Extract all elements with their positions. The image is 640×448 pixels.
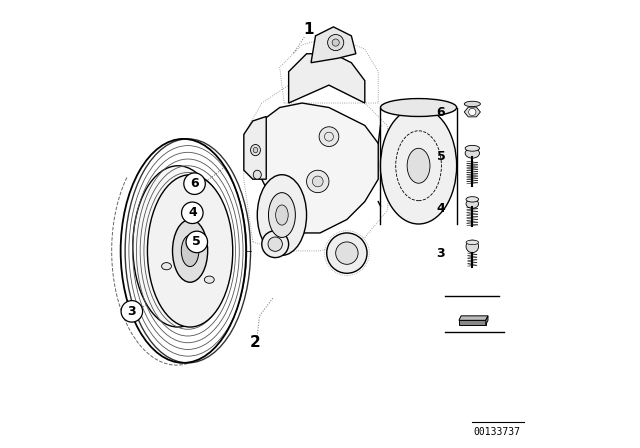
Circle shape [319, 127, 339, 146]
Ellipse shape [464, 101, 481, 107]
Text: 3: 3 [436, 246, 445, 260]
Ellipse shape [380, 108, 456, 224]
Polygon shape [464, 107, 481, 117]
Circle shape [262, 231, 289, 258]
Ellipse shape [407, 148, 430, 183]
Ellipse shape [465, 145, 479, 151]
Polygon shape [459, 316, 488, 320]
Circle shape [468, 108, 476, 116]
Ellipse shape [181, 235, 199, 267]
Ellipse shape [257, 175, 307, 255]
Ellipse shape [466, 197, 479, 202]
Text: 6: 6 [436, 105, 445, 119]
Ellipse shape [466, 199, 479, 208]
Circle shape [121, 301, 143, 322]
Ellipse shape [133, 166, 223, 327]
Circle shape [332, 39, 339, 46]
Circle shape [328, 34, 344, 51]
Ellipse shape [253, 170, 261, 179]
Circle shape [326, 233, 367, 273]
Text: 4: 4 [188, 206, 196, 220]
Ellipse shape [276, 205, 288, 225]
Text: 6: 6 [190, 177, 199, 190]
Ellipse shape [147, 175, 233, 327]
Polygon shape [253, 103, 378, 233]
Circle shape [312, 176, 323, 187]
Circle shape [182, 202, 203, 224]
Ellipse shape [161, 263, 172, 270]
Circle shape [184, 173, 205, 194]
Polygon shape [311, 27, 356, 63]
Ellipse shape [269, 193, 295, 237]
Text: 5: 5 [436, 150, 445, 164]
Circle shape [466, 240, 479, 253]
Circle shape [307, 170, 329, 193]
Ellipse shape [189, 203, 200, 211]
Circle shape [268, 237, 282, 251]
Text: 2: 2 [250, 335, 260, 350]
Ellipse shape [466, 240, 479, 245]
Ellipse shape [204, 276, 214, 283]
Text: 1: 1 [303, 22, 314, 37]
Text: 00133737: 00133737 [474, 427, 520, 437]
Polygon shape [289, 54, 365, 103]
Text: 5: 5 [193, 235, 201, 249]
Ellipse shape [250, 144, 260, 155]
Polygon shape [459, 320, 486, 325]
Circle shape [336, 242, 358, 264]
Text: 4: 4 [436, 202, 445, 215]
Circle shape [186, 231, 207, 253]
Polygon shape [244, 116, 266, 179]
Polygon shape [486, 316, 488, 325]
Ellipse shape [465, 148, 479, 158]
Ellipse shape [173, 220, 207, 282]
Text: 3: 3 [127, 305, 136, 318]
Ellipse shape [380, 99, 456, 116]
Ellipse shape [253, 147, 258, 153]
